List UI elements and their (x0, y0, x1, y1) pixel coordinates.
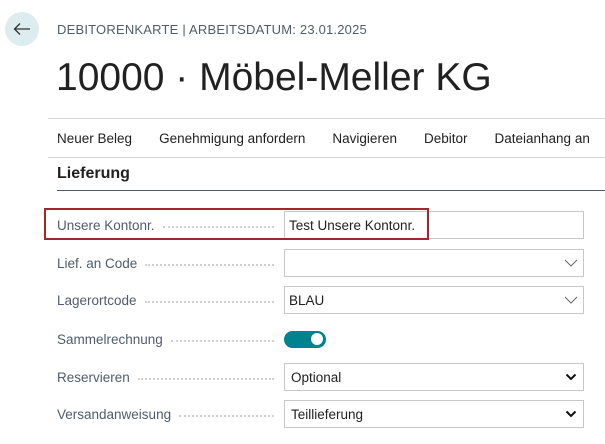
breadcrumb: DEBITORENKARTE | ARBEITSDATUM: 23.01.202… (57, 22, 367, 37)
field-unsere-kontonr: Unsere Kontonr. Test Unsere Kontonr. (57, 210, 585, 240)
action-debitor[interactable]: Debitor (423, 131, 468, 146)
field-label: Versandanweisung (57, 406, 172, 422)
field-label: Sammelrechnung (57, 331, 163, 347)
field-lagerortcode: Lagerortcode BLAU (57, 285, 585, 315)
field-value: Teillieferung (291, 406, 364, 422)
chevron-down-icon[interactable] (559, 296, 583, 304)
back-button[interactable] (5, 12, 39, 46)
lief-an-code-input[interactable] (284, 249, 584, 277)
chevron-down-icon (559, 373, 583, 381)
action-navigieren[interactable]: Navigieren (332, 131, 397, 146)
divider (48, 157, 605, 158)
divider (48, 118, 605, 119)
section-divider (57, 190, 605, 191)
action-genehmigung-anfordern[interactable]: Genehmigung anfordern (159, 131, 306, 146)
sammelrechnung-toggle[interactable] (284, 330, 326, 348)
page-title: 10000 · Möbel-Meller KG (56, 56, 492, 99)
unsere-kontonr-input[interactable]: Test Unsere Kontonr. (284, 211, 584, 239)
field-label: Reservieren (57, 369, 130, 385)
action-dateianhang[interactable]: Dateianhang an (494, 131, 590, 146)
section-title[interactable]: Lieferung (57, 165, 130, 182)
field-lief-an-code: Lief. an Code (57, 248, 585, 278)
versandanweisung-select[interactable]: Teillieferung (284, 400, 584, 428)
field-sammelrechnung: Sammelrechnung (57, 324, 585, 354)
field-label: Lagerortcode (57, 292, 137, 308)
arrow-left-icon (13, 23, 30, 35)
field-reservieren: Reservieren Optional (57, 362, 585, 392)
chevron-down-icon[interactable] (559, 259, 583, 267)
chevron-down-icon (559, 410, 583, 418)
lagerortcode-input[interactable]: BLAU (284, 286, 584, 314)
reservieren-select[interactable]: Optional (284, 363, 584, 391)
field-label: Lief. an Code (57, 255, 138, 271)
field-value: Optional (291, 369, 342, 385)
action-bar: Neuer Beleg Genehmigung anfordern Navigi… (57, 131, 590, 146)
field-versandanweisung: Versandanweisung Teillieferung (57, 399, 585, 429)
highlight-box (44, 208, 429, 240)
field-value: Test Unsere Kontonr. (289, 217, 416, 233)
action-neuer-beleg[interactable]: Neuer Beleg (57, 131, 133, 146)
field-label: Unsere Kontonr. (57, 217, 155, 233)
field-value: BLAU (289, 292, 325, 308)
